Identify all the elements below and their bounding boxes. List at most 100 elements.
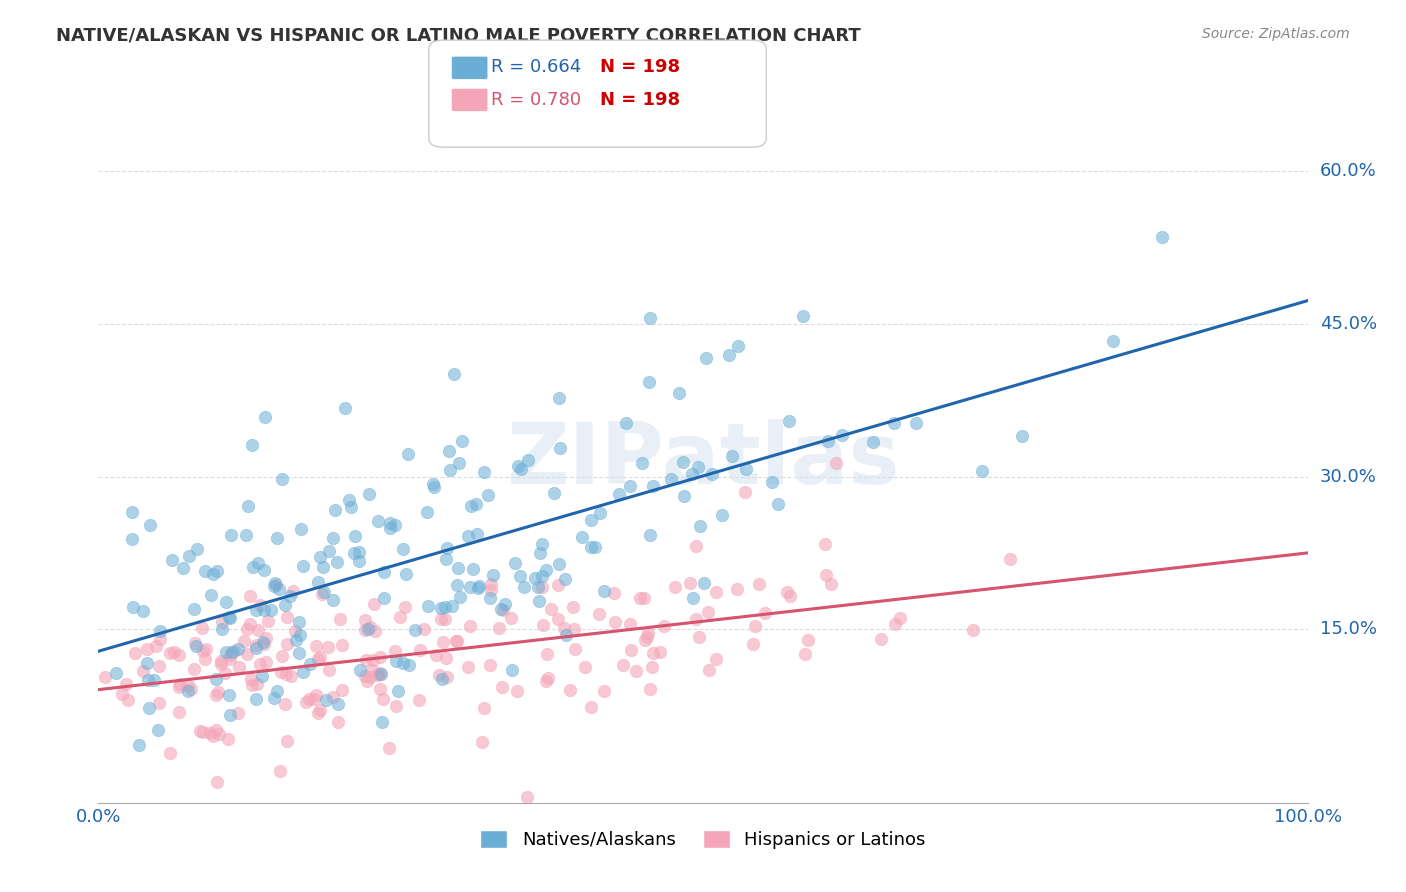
Point	[536, 647, 558, 661]
Point	[307, 652, 329, 666]
Point	[135, 642, 157, 657]
Point	[537, 671, 560, 685]
Point	[330, 683, 353, 698]
Point	[679, 575, 702, 590]
Point	[121, 504, 143, 518]
Point	[530, 580, 553, 594]
Point	[628, 591, 651, 605]
Point	[359, 670, 381, 684]
Point	[481, 583, 503, 598]
Point	[564, 641, 586, 656]
Point	[239, 617, 262, 632]
Point	[398, 657, 420, 672]
Point	[128, 738, 150, 752]
Point	[159, 646, 181, 660]
Point	[307, 706, 329, 720]
Point	[682, 591, 704, 605]
Point	[309, 650, 332, 665]
Point	[396, 447, 419, 461]
Point	[571, 530, 593, 544]
Point	[304, 639, 326, 653]
Point	[478, 658, 501, 673]
Point	[218, 688, 240, 702]
Point	[471, 735, 494, 749]
Point	[659, 473, 682, 487]
Point	[312, 584, 335, 599]
Text: 15.0%: 15.0%	[1320, 621, 1376, 639]
Point	[513, 580, 536, 594]
Point	[263, 575, 285, 590]
Point	[290, 522, 312, 536]
Point	[205, 689, 228, 703]
Point	[260, 603, 283, 617]
Point	[384, 654, 406, 668]
Point	[354, 668, 377, 682]
Point	[280, 669, 302, 683]
Point	[370, 667, 392, 681]
Point	[641, 479, 664, 493]
Point	[467, 581, 489, 595]
Text: N = 198: N = 198	[600, 91, 681, 109]
Point	[254, 631, 277, 645]
Point	[329, 612, 352, 626]
Point	[702, 467, 724, 481]
Point	[479, 591, 502, 605]
Point	[191, 621, 214, 635]
Point	[271, 472, 294, 486]
Point	[177, 678, 200, 692]
Point	[236, 500, 259, 514]
Point	[205, 723, 228, 737]
Point	[214, 665, 236, 680]
Point	[132, 604, 155, 618]
Point	[208, 727, 231, 741]
Point	[387, 683, 409, 698]
Point	[263, 579, 285, 593]
Point	[183, 662, 205, 676]
Point	[460, 499, 482, 513]
Point	[283, 583, 305, 598]
Point	[409, 643, 432, 657]
Point	[207, 685, 229, 699]
Point	[503, 557, 526, 571]
Point	[224, 643, 246, 657]
Point	[180, 682, 202, 697]
Point	[523, 571, 546, 585]
Point	[416, 599, 439, 613]
Point	[315, 693, 337, 707]
Point	[620, 643, 643, 657]
Point	[184, 636, 207, 650]
Text: Source: ZipAtlas.com: Source: ZipAtlas.com	[1202, 27, 1350, 41]
Point	[385, 699, 408, 714]
Point	[548, 391, 571, 405]
Point	[693, 575, 716, 590]
Point	[482, 568, 505, 582]
Point	[347, 554, 370, 568]
Point	[318, 663, 340, 677]
Point	[245, 640, 267, 655]
Point	[349, 545, 371, 559]
Point	[367, 667, 389, 681]
Point	[547, 612, 569, 626]
Point	[205, 564, 228, 578]
Point	[202, 566, 225, 581]
Point	[252, 635, 274, 649]
Point	[219, 648, 242, 662]
Point	[122, 599, 145, 614]
Point	[491, 680, 513, 694]
Point	[603, 615, 626, 629]
Point	[429, 612, 451, 626]
Point	[254, 655, 277, 669]
Point	[160, 553, 183, 567]
Point	[477, 488, 499, 502]
Point	[236, 647, 259, 661]
Point	[641, 646, 664, 660]
Point	[394, 566, 416, 581]
Point	[135, 656, 157, 670]
Point	[349, 664, 371, 678]
Point	[754, 606, 776, 620]
Point	[494, 597, 516, 611]
Point	[704, 584, 727, 599]
Point	[588, 607, 610, 621]
Point	[561, 600, 583, 615]
Point	[637, 626, 659, 640]
